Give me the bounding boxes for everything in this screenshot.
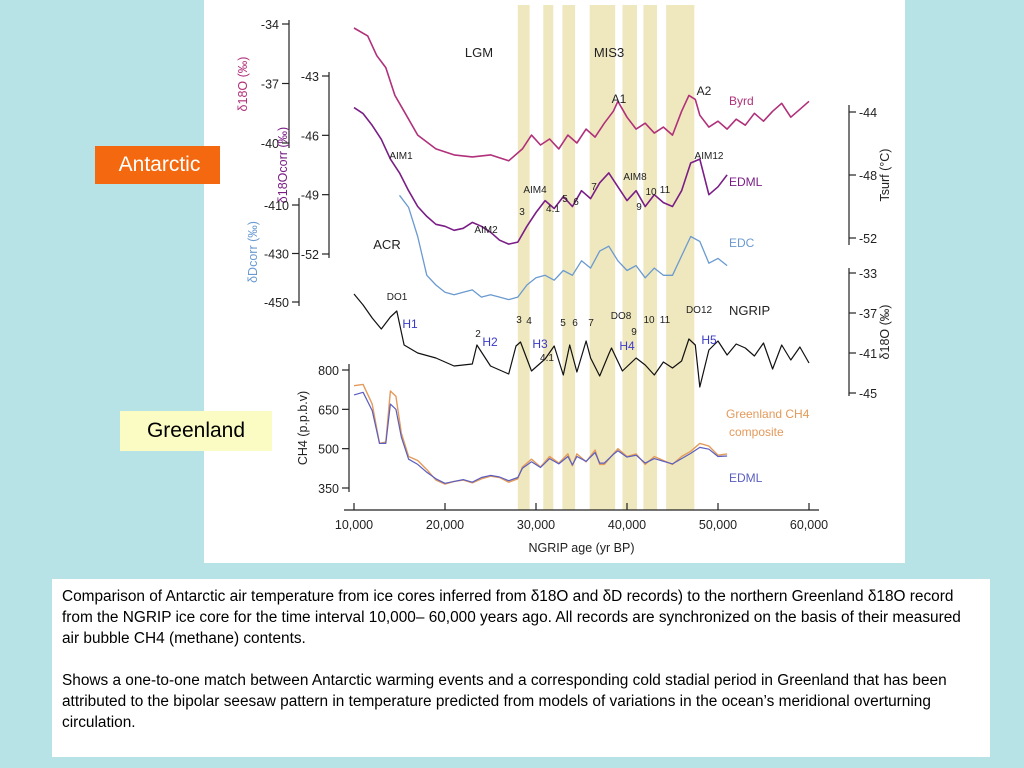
period-label: LGM [465,45,493,60]
antarctic-event-label: 11 [660,185,671,196]
y-tick-label: -410 [264,199,289,213]
greenland-event-label: 9 [631,327,637,338]
event-band [517,5,530,510]
greenland-event-label: DO12 [686,305,713,316]
series-label: EDML [729,175,763,189]
y-tick-label: -430 [264,248,289,262]
y-tick-label: 350 [318,482,339,496]
event-band [562,5,576,510]
y-tick-label: -45 [859,387,877,401]
y-axis-label: δDcorr (‰) [246,221,260,283]
y-axis-label: δ18O (‰) [878,305,892,360]
x-tick-label: 50,000 [699,518,737,532]
x-tick-label: 60,000 [790,518,828,532]
x-tick-label: 30,000 [517,518,555,532]
y-tick-label: -40 [261,137,279,151]
ice-core-chart: -34 -37 -40 δ18O (‰) -43 -46 -49 -52 δ18Ocorr (‰… [236,5,892,555]
antarctic-event-label: AIM2 [474,225,498,236]
y-tick-label: -34 [261,18,279,32]
antarctic-event-label: 3 [519,207,525,218]
x-axis-title: NGRIP age (yr BP) [528,541,634,555]
event-band [543,5,554,510]
greenland-event-label: DO8 [611,311,632,322]
heinrich-event-label: H5 [701,333,717,347]
event-band [589,5,616,510]
y-tick-label: -48 [859,169,877,183]
antarctic-event-label: AIM1 [389,151,413,162]
series-label: Greenland CH4 [726,407,810,421]
heinrich-event-label: H1 [402,317,418,331]
greenland-event-label: 10 [643,315,655,326]
greenland-event-label: 3 [516,315,522,326]
antarctic-event-label: 6 [573,197,579,208]
x-tick-label: 20,000 [426,518,464,532]
greenland-event-label: 2 [475,329,481,340]
caption-box: Comparison of Antarctic air temperature … [52,579,990,757]
y-tick-label: -37 [261,78,279,92]
y-tick-label: -37 [859,307,877,321]
greenland-event-label: DO1 [387,292,408,303]
y-tick-label: 650 [318,403,339,417]
period-label: MIS3 [594,45,624,60]
y-axis-label: Tsurf (°C) [878,149,892,202]
heinrich-event-label: H3 [532,337,548,351]
y-axis-label: δ18O (‰) [236,57,250,112]
antarctic-label: Antarctic [95,146,220,184]
antarctic-event-label: 5 [562,194,568,205]
x-tick-label: 40,000 [608,518,646,532]
y-tick-label: -33 [859,267,877,281]
antarctic-event-label: 10 [645,187,657,198]
greenland-event-label: 6 [572,318,578,329]
figure-panel: -34 -37 -40 δ18O (‰) -43 -46 -49 -52 δ18Ocorr (‰… [204,0,905,563]
y-axis-label: CH4 (p.p.b.v) [296,391,310,465]
y-tick-label: -52 [859,232,877,246]
antarctic-event-label: 7 [591,182,597,193]
y-tick-label: 800 [318,364,339,378]
event-band [643,5,658,510]
antarctic-event-label: AIM4 [523,185,547,196]
greenland-label: Greenland [120,411,272,451]
y-tick-label: -450 [264,296,289,310]
greenland-event-label: 4 [526,316,532,327]
y-axis-label: δ18Ocorr (‰) [276,127,290,203]
y-tick-label: 500 [318,443,339,457]
series-label: composite [729,425,784,439]
series-line [398,194,728,301]
antarctic-event-label: AIM8 [623,172,647,183]
y-tick-label: -46 [301,129,319,143]
series-line [353,27,810,162]
x-tick-label: 10,000 [335,518,373,532]
series-label: EDC [729,236,755,250]
event-band [622,5,638,510]
series-label: EDML [729,471,763,485]
antarctic-event-label: A2 [697,84,712,98]
y-tick-label: -41 [859,347,877,361]
series-line [353,106,728,245]
antarctic-event-label: 9 [636,202,642,213]
y-tick-label: -43 [301,70,319,84]
antarctic-event-label: ACR [373,237,400,252]
antarctic-event-label: 4.1 [546,204,560,215]
y-tick-label: -49 [301,189,319,203]
series-line [353,391,728,484]
caption-paragraph-2: Shows a one-to-one match between Antarct… [62,672,947,731]
caption-paragraph-1: Comparison of Antarctic air temperature … [62,588,961,647]
greenland-event-label: 4.1 [540,353,554,364]
series-line [353,293,810,388]
series-label: NGRIP [729,303,770,318]
antarctic-event-label: A1 [612,92,627,106]
y-tick-label: -44 [859,106,877,120]
antarctic-event-label: AIM12 [695,151,724,162]
heinrich-event-label: H4 [619,339,635,353]
series-label: Byrd [729,94,754,108]
y-tick-label: -52 [301,248,319,262]
greenland-event-label: 11 [660,315,671,326]
greenland-event-label: 5 [560,318,566,329]
greenland-event-label: 7 [588,318,594,329]
heinrich-event-label: H2 [482,335,498,349]
